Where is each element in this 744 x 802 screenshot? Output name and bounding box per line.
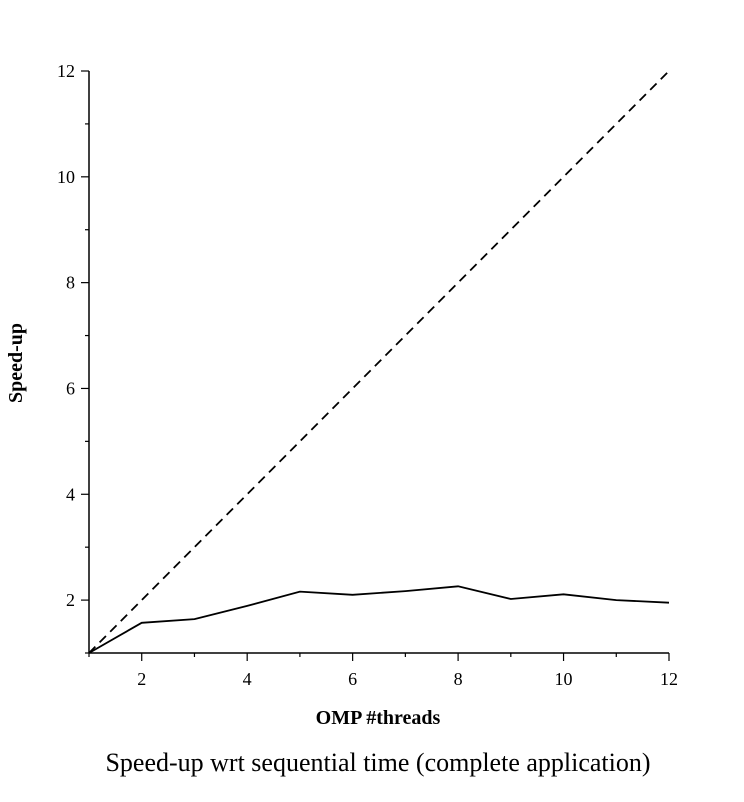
x-axis-title: OMP #threads — [316, 707, 441, 729]
y-tick-label: 6 — [66, 378, 75, 398]
y-axis-ticks: 2 4 6 8 10 12 — [57, 61, 89, 654]
ideal-speedup-line — [88, 70, 670, 654]
plot-area — [88, 70, 670, 654]
y-tick-label: 12 — [57, 61, 75, 81]
x-axis-ticks: 2 4 6 8 10 12 — [88, 653, 678, 689]
y-axis-title: Speed-up — [5, 323, 27, 403]
y-tick-label: 10 — [57, 167, 75, 187]
y-tick-label: 4 — [66, 484, 75, 504]
y-tick-label: 2 — [66, 590, 75, 610]
x-tick-label: 2 — [137, 669, 146, 689]
x-tick-label: 6 — [348, 669, 357, 689]
x-tick-label: 10 — [555, 669, 573, 689]
measured-speedup-line — [88, 585, 670, 654]
x-tick-label: 12 — [660, 669, 678, 689]
x-tick-label: 8 — [454, 669, 463, 689]
y-tick-label: 8 — [66, 273, 75, 293]
x-tick-label: 4 — [243, 669, 252, 689]
chart-caption: Speed-up wrt sequential time (complete a… — [105, 748, 650, 777]
